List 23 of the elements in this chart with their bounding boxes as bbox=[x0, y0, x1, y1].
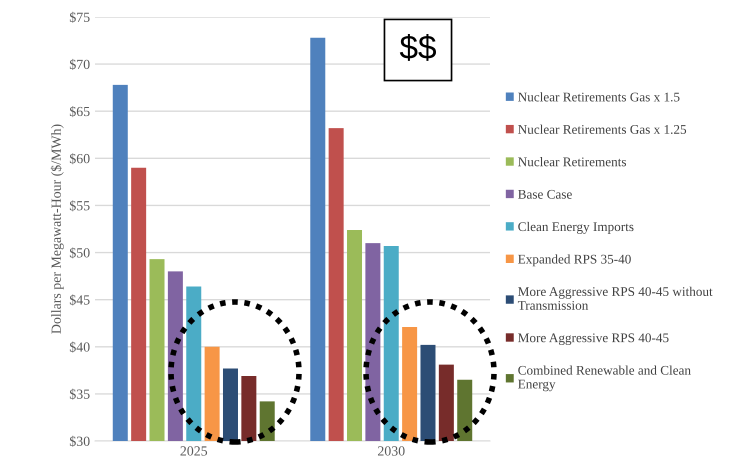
y-axis-title: Dollars per Megawatt-Hour ($/MWh) bbox=[50, 124, 64, 334]
legend-label: More Aggressive RPS 40-45 bbox=[518, 333, 669, 345]
legend-label: Expanded RPS 35-40 bbox=[518, 254, 631, 266]
legend-label: Nuclear Retirements Gas x 1.5 bbox=[518, 92, 680, 102]
legend-label: Clean Energy Imports bbox=[518, 222, 634, 234]
y-tick-label: $70 bbox=[70, 58, 90, 70]
y-tick-label: $55 bbox=[70, 200, 90, 212]
y-tick-label: $45 bbox=[70, 294, 90, 306]
y-tick-label: $35 bbox=[70, 388, 90, 400]
legend-label: Combined Renewable and Clean Energy bbox=[518, 365, 691, 392]
y-tick-label: $40 bbox=[70, 342, 90, 353]
x-tick-label: 2030 bbox=[378, 446, 405, 456]
y-tick-label: $60 bbox=[70, 153, 90, 164]
y-tick-label: $50 bbox=[70, 247, 90, 258]
legend-label: Nuclear Retirements Gas x 1.25 bbox=[518, 124, 686, 134]
legend-label: Base Case bbox=[518, 190, 572, 199]
x-tick-label: 2025 bbox=[180, 446, 208, 456]
legend-label: More Aggressive RPS 40-45 without Transmission bbox=[518, 286, 713, 310]
y-tick-label: $65 bbox=[70, 106, 90, 118]
y-tick-label: $75 bbox=[70, 12, 90, 23]
legend-label: Nuclear Retirements bbox=[518, 157, 626, 166]
annotation: $$ bbox=[400, 34, 436, 61]
y-tick-label: $30 bbox=[70, 436, 90, 447]
